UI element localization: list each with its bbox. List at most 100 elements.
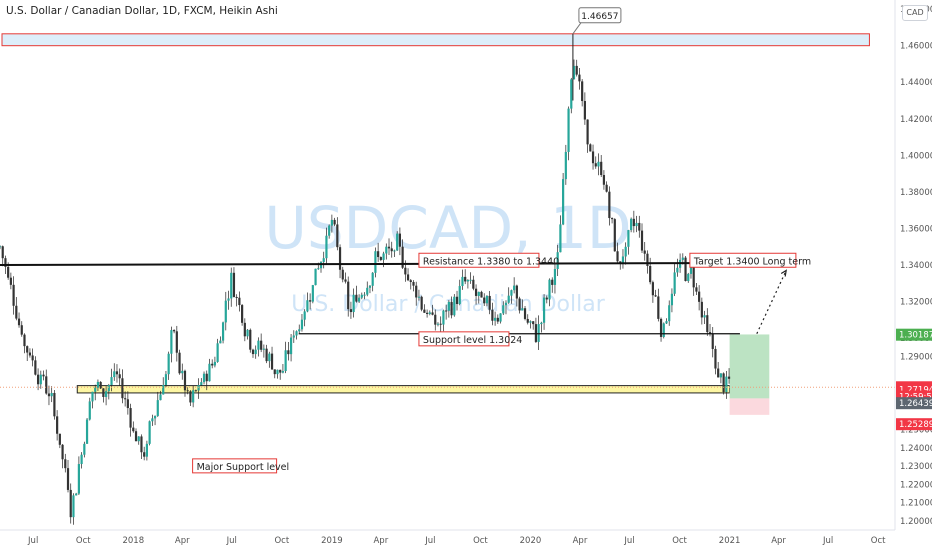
peak-pointer — [572, 22, 582, 35]
candle-body — [695, 287, 698, 292]
candle-body — [708, 332, 712, 335]
price-tick-label: 1.36000 — [900, 224, 932, 234]
peak-price-box[interactable] — [578, 7, 622, 24]
candle-body — [287, 350, 290, 355]
major-support-zone[interactable] — [76, 385, 731, 394]
candle-body — [412, 282, 415, 286]
candle-body — [289, 337, 293, 355]
candle-body — [53, 392, 56, 417]
candle-body — [26, 346, 29, 353]
candle-body — [208, 363, 211, 382]
candle-body — [205, 373, 208, 382]
time-tick-label: 2018 — [122, 536, 144, 546]
candle-body — [232, 272, 236, 297]
candle-body — [371, 272, 374, 286]
candle-body — [404, 267, 407, 275]
candle-body — [4, 258, 7, 267]
candle-body — [654, 295, 657, 297]
price-axis[interactable] — [895, 0, 932, 550]
time-tick-label: Oct — [76, 536, 91, 546]
candle-body — [200, 382, 203, 386]
annotation-box[interactable] — [689, 252, 797, 268]
candle-body — [143, 452, 146, 457]
candle-body — [352, 294, 355, 313]
candle-body — [534, 324, 538, 342]
price-tick-label: 1.34000 — [900, 261, 932, 271]
candle-body — [578, 74, 581, 82]
candle-body — [401, 246, 404, 268]
price-tag[interactable] — [896, 328, 932, 341]
candle-body — [311, 285, 314, 302]
candle-body — [113, 371, 116, 378]
candle-body — [621, 256, 625, 264]
candle-body — [186, 390, 189, 392]
candle-body — [107, 385, 110, 392]
candle-body — [61, 444, 64, 460]
candle-body — [99, 381, 102, 389]
candle-body — [115, 371, 119, 375]
price-tag[interactable] — [896, 397, 932, 410]
currency-badge[interactable]: CAD — [902, 5, 928, 21]
candle-body — [461, 276, 464, 287]
candle-body — [281, 371, 285, 373]
price-tag[interactable] — [896, 418, 932, 431]
resistance-line[interactable] — [0, 262, 738, 266]
candle-body — [221, 322, 225, 341]
top-resistance-zone[interactable] — [1, 33, 870, 47]
annotation-box[interactable] — [418, 252, 540, 268]
time-tick-label: Oct — [672, 536, 687, 546]
candle-body — [485, 295, 489, 304]
candle-body — [575, 65, 578, 75]
candle-body — [583, 101, 586, 120]
candle-body — [464, 276, 467, 282]
candle-body — [23, 334, 26, 347]
candle-body — [300, 319, 304, 330]
candle-body — [322, 258, 325, 263]
candle-body — [309, 300, 312, 302]
candle-body — [126, 399, 129, 409]
candle-body — [450, 301, 453, 316]
candle-body — [292, 335, 295, 338]
price-tick-label: 1.42000 — [900, 115, 932, 125]
candle-body — [548, 279, 551, 300]
candle-body — [20, 325, 23, 335]
time-tick-label: 2021 — [719, 536, 741, 546]
candle-body — [649, 265, 652, 283]
candle-body — [532, 321, 535, 325]
candle-body — [91, 391, 94, 402]
candle-body — [235, 296, 238, 298]
candle-body — [170, 330, 173, 354]
price-tag-label: 1.30187 — [899, 331, 932, 341]
candle-body — [537, 324, 540, 342]
time-tick-label: 2020 — [520, 536, 542, 546]
position-stop-zone[interactable] — [729, 398, 770, 415]
candle-body — [77, 464, 80, 494]
candle-body — [374, 251, 377, 273]
candle-body — [521, 308, 524, 311]
candle-body — [722, 373, 725, 393]
annotation-box[interactable] — [192, 458, 278, 474]
time-tick-label: Apr — [771, 536, 786, 546]
candle-body — [366, 287, 369, 295]
projection-arrow[interactable] — [756, 270, 787, 334]
candle-body — [167, 353, 170, 375]
candle-body — [270, 353, 274, 370]
candle-body — [336, 224, 339, 248]
candle-body — [635, 222, 638, 227]
annotation-box[interactable] — [418, 331, 510, 347]
candle-body — [507, 295, 510, 303]
candle-body — [613, 219, 616, 252]
candle-body — [273, 369, 276, 375]
candle-body — [183, 370, 187, 391]
candle-body — [472, 279, 475, 289]
candle-body — [72, 495, 75, 518]
price-tag-label: 1.27194 — [899, 385, 932, 395]
time-axis[interactable] — [0, 530, 932, 550]
candle-body — [56, 416, 59, 434]
candle-body — [529, 321, 532, 323]
candle-body — [491, 309, 494, 321]
position-target-zone[interactable] — [729, 334, 770, 399]
candle-body — [85, 419, 89, 444]
